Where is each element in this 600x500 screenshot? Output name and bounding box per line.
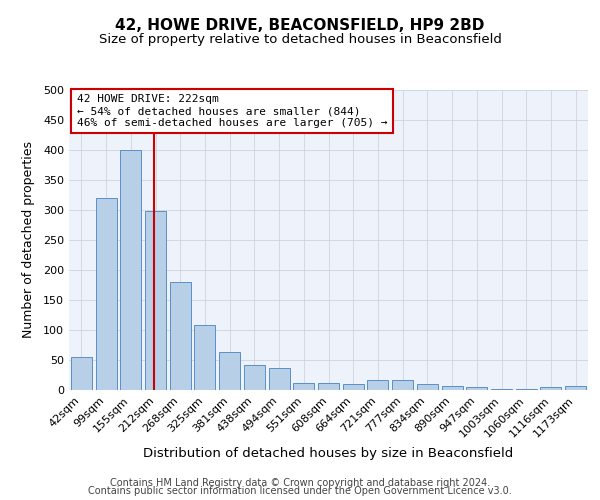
Bar <box>392 380 413 390</box>
Bar <box>269 368 290 390</box>
Bar <box>367 380 388 390</box>
Text: 42, HOWE DRIVE, BEACONSFIELD, HP9 2BD: 42, HOWE DRIVE, BEACONSFIELD, HP9 2BD <box>115 18 485 32</box>
Text: Contains HM Land Registry data © Crown copyright and database right 2024.: Contains HM Land Registry data © Crown c… <box>110 478 490 488</box>
Text: Contains public sector information licensed under the Open Government Licence v3: Contains public sector information licen… <box>88 486 512 496</box>
Bar <box>491 389 512 390</box>
Bar <box>541 387 562 390</box>
Bar <box>343 384 364 390</box>
Bar <box>219 352 240 390</box>
Bar <box>442 386 463 390</box>
Bar <box>466 387 487 390</box>
Bar <box>194 325 215 390</box>
Bar <box>417 384 438 390</box>
Bar <box>293 383 314 390</box>
Text: 42 HOWE DRIVE: 222sqm
← 54% of detached houses are smaller (844)
46% of semi-det: 42 HOWE DRIVE: 222sqm ← 54% of detached … <box>77 94 387 128</box>
Bar <box>318 383 339 390</box>
Bar <box>145 211 166 390</box>
Bar <box>516 389 537 390</box>
Bar <box>170 282 191 390</box>
Bar <box>565 386 586 390</box>
X-axis label: Distribution of detached houses by size in Beaconsfield: Distribution of detached houses by size … <box>143 447 514 460</box>
Y-axis label: Number of detached properties: Number of detached properties <box>22 142 35 338</box>
Text: Size of property relative to detached houses in Beaconsfield: Size of property relative to detached ho… <box>98 32 502 46</box>
Bar <box>244 366 265 390</box>
Bar <box>120 150 141 390</box>
Bar <box>71 357 92 390</box>
Bar <box>95 198 116 390</box>
